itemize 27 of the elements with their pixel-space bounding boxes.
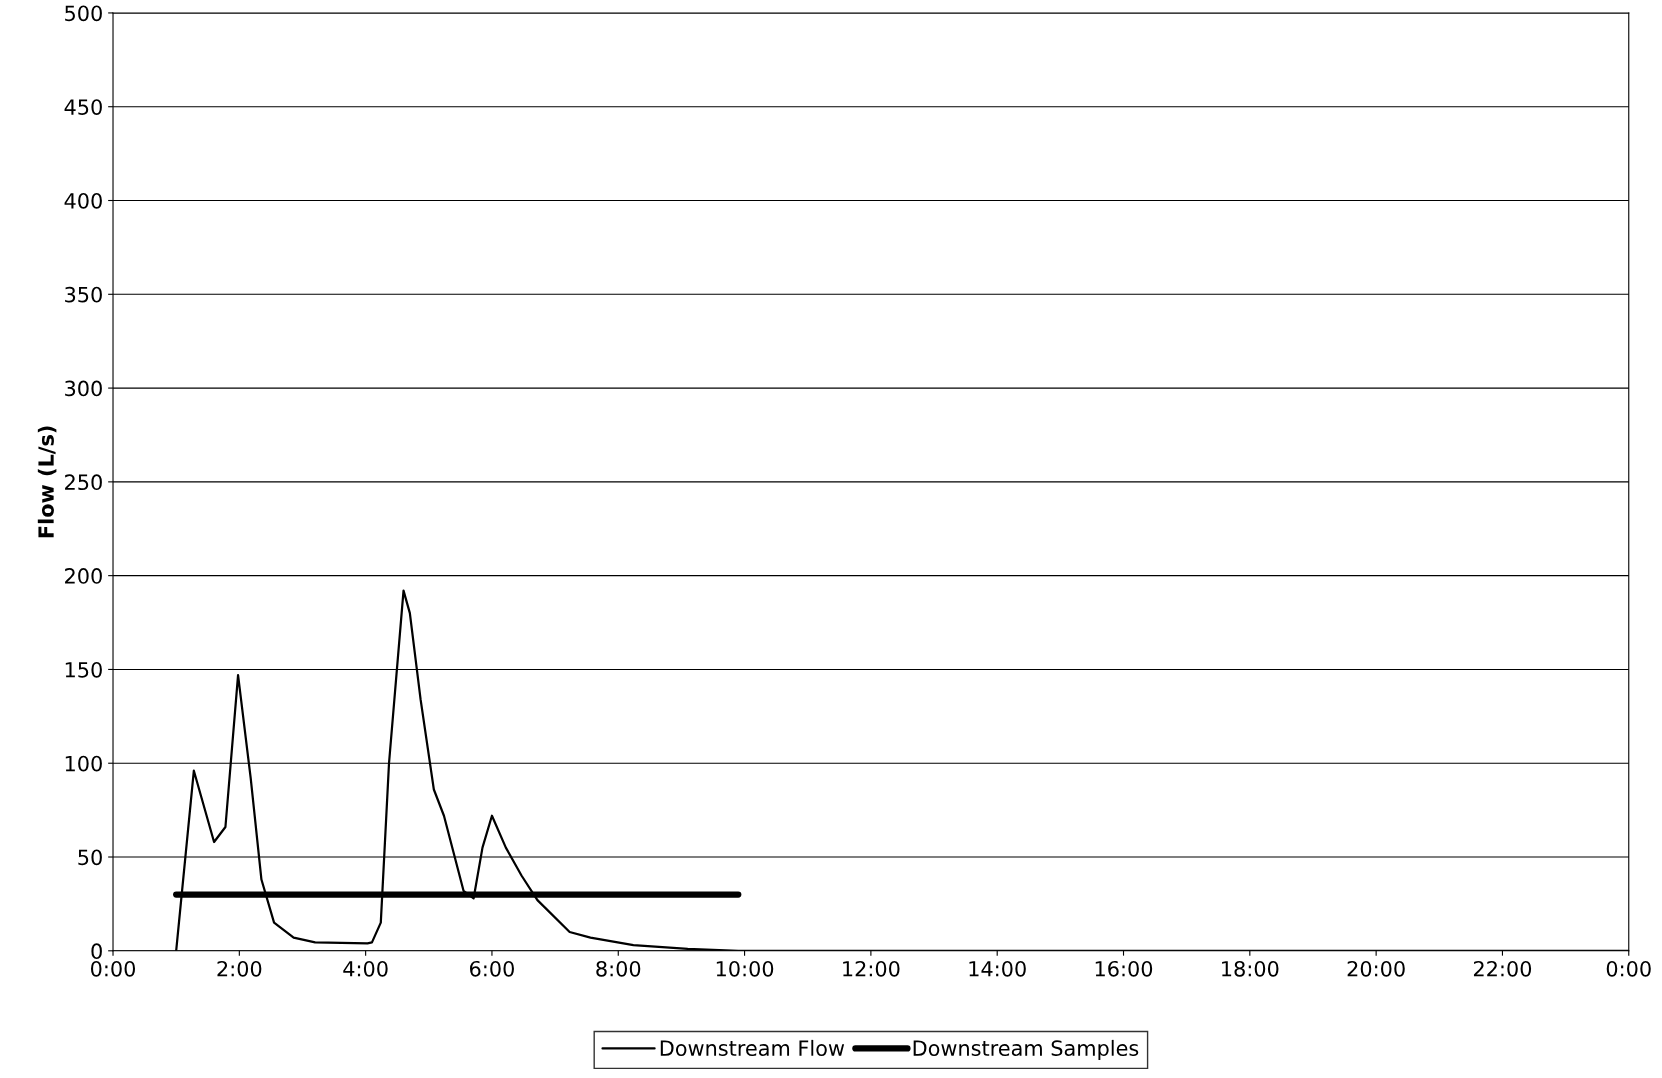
y-tick-label: 300 [65, 380, 102, 397]
x-tick-label: 2:00 [217, 960, 262, 977]
y-tick-label: 250 [65, 474, 102, 491]
x-tick-label: 12:00 [843, 960, 900, 977]
x-tick-label: 16:00 [1095, 960, 1153, 977]
x-tick-label: 6:00 [470, 960, 514, 977]
y-tick-label: 450 [64, 99, 102, 115]
x-tick-label: 10:00 [716, 960, 774, 977]
x-tick-label: 4:00 [343, 960, 388, 977]
x-tick-label: 22:00 [1473, 960, 1532, 977]
y-tick-label: 100 [65, 755, 102, 772]
y-axis-title: Flow (L/s) [37, 426, 57, 538]
y-tick-label: 0 [91, 943, 102, 960]
x-tick-label: 18:00 [1222, 960, 1279, 977]
legend-label: Downstream Samples [913, 1039, 1139, 1061]
y-tick-label: 350 [65, 286, 102, 303]
y-tick-label: 50 [78, 849, 102, 866]
x-tick-label: 8:00 [596, 960, 641, 977]
x-tick-label: 20:00 [1347, 960, 1405, 977]
x-tick-label: 0:00 [91, 960, 136, 977]
x-tick-label: 14:00 [969, 960, 1026, 977]
legend-label: Downstream Flow [660, 1039, 845, 1057]
y-tick-label: 400 [64, 192, 102, 209]
x-tick-label: 0:00 [1606, 960, 1651, 977]
y-tick-label: 500 [65, 5, 102, 22]
y-tick-label: 200 [65, 568, 102, 584]
y-tick-label: 150 [65, 661, 102, 678]
